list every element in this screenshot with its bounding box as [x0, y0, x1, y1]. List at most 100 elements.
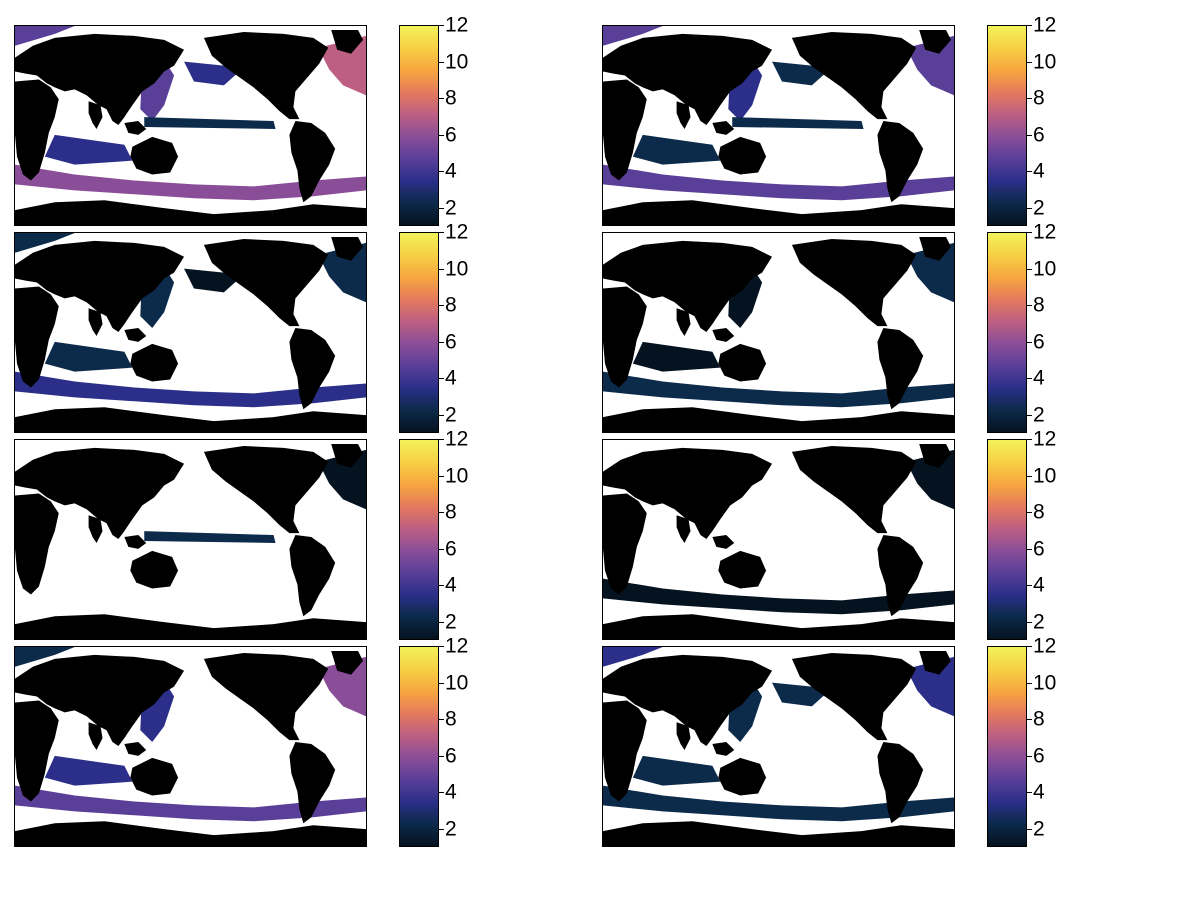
ocean-field-northatl: [906, 242, 954, 303]
colorbar-tick-mark: [1027, 548, 1032, 550]
colorbar-tick-mark: [1027, 585, 1032, 587]
colorbar-tick-label: 8: [1033, 500, 1045, 524]
colorbar-tick-label: 6: [1033, 537, 1045, 561]
colorbar-5: [399, 439, 439, 640]
colorbar-tick-mark: [439, 548, 444, 550]
land-mass: [603, 821, 954, 846]
colorbar-tick-mark: [1027, 171, 1032, 173]
ocean-field-northatl: [318, 35, 366, 96]
map-svg-8: [603, 647, 954, 846]
colorbar-tick-mark: [1027, 512, 1032, 514]
land-mass: [877, 742, 924, 824]
land-mass: [718, 550, 767, 589]
colorbar-tick-label: 10: [1033, 671, 1057, 695]
colorbar-1: [399, 25, 439, 226]
land-mass: [712, 742, 735, 756]
land-mass: [791, 445, 917, 534]
land-mass: [130, 757, 179, 796]
land-mass: [603, 240, 773, 333]
colorbar-tick-mark: [439, 646, 444, 647]
land-mass: [15, 654, 185, 747]
land-mass: [791, 652, 917, 741]
colorbar-tick-label: 2: [1033, 196, 1045, 220]
colorbar-tick-mark: [1027, 439, 1032, 440]
colorbar-tick-label: 12: [1033, 220, 1057, 244]
colorbar-tick-mark: [1027, 646, 1032, 647]
ocean-field-southern: [603, 164, 954, 201]
colorbar-tick-mark: [1027, 232, 1032, 233]
land-mass: [331, 29, 364, 54]
colorbar-tick-label: 2: [445, 196, 457, 220]
colorbar-2: [987, 25, 1027, 226]
land-mass: [203, 652, 329, 741]
land-mass: [124, 328, 147, 342]
land-mass: [130, 343, 179, 382]
colorbar-tick-label: 6: [445, 330, 457, 354]
colorbar-tick-mark: [1027, 25, 1032, 26]
colorbar-tick-mark: [1027, 61, 1032, 63]
colorbar-tick-mark: [1027, 414, 1032, 416]
colorbar-tick-label: 10: [445, 464, 469, 488]
land-mass: [15, 200, 366, 225]
land-mass: [712, 328, 735, 342]
colorbar-tick-mark: [1027, 621, 1032, 623]
colorbar-tick-mark: [439, 719, 444, 721]
colorbar-tick-label: 12: [445, 220, 469, 244]
colorbar-8: [987, 646, 1027, 847]
land-mass: [289, 535, 336, 617]
colorbar-tick-label: 8: [1033, 86, 1045, 110]
land-mass: [676, 722, 691, 750]
colorbar-3: [399, 232, 439, 433]
colorbar-tick-label: 8: [445, 86, 457, 110]
land-mass: [331, 443, 364, 468]
colorbar-tick-mark: [1027, 305, 1032, 307]
colorbar-tick-label: 4: [1033, 780, 1045, 804]
land-mass: [15, 79, 59, 181]
land-mass: [15, 33, 185, 126]
colorbar-tick-mark: [1027, 792, 1032, 794]
land-mass: [603, 79, 647, 181]
colorbar-tick-label: 12: [1033, 13, 1057, 37]
colorbar-tick-label: 8: [445, 707, 457, 731]
map-panel-4: [602, 232, 955, 433]
map-panel-6: [602, 439, 955, 640]
colorbar-tick-label: 10: [1033, 464, 1057, 488]
map-svg-6: [603, 443, 954, 639]
colorbar-tick-mark: [439, 305, 444, 307]
colorbar-tick-label: 2: [445, 817, 457, 841]
land-mass: [130, 550, 179, 589]
colorbar-tick-label: 6: [1033, 330, 1045, 354]
ocean-field-southern: [603, 785, 954, 822]
map-panel-1: [14, 25, 367, 226]
colorbar-tick-mark: [1027, 134, 1032, 136]
land-mass: [15, 240, 185, 333]
ocean-field-northatl: [318, 656, 366, 717]
land-mass: [718, 757, 767, 796]
colorbar-tick-label: 4: [1033, 573, 1045, 597]
land-mass: [203, 238, 329, 327]
colorbar-tick-label: 8: [445, 500, 457, 524]
land-mass: [603, 654, 773, 747]
land-mass: [919, 443, 952, 468]
colorbar-tick-mark: [1027, 755, 1032, 757]
land-mass: [331, 650, 364, 675]
colorbar-tick-label: 4: [445, 780, 457, 804]
land-mass: [676, 101, 691, 129]
colorbar-tick-mark: [439, 134, 444, 136]
ocean-field-indian: [632, 755, 721, 786]
colorbar-tick-label: 6: [1033, 744, 1045, 768]
land-mass: [289, 328, 336, 410]
land-mass: [676, 515, 691, 543]
colorbar-tick-mark: [439, 341, 444, 343]
land-mass: [791, 238, 917, 327]
colorbar-tick-mark: [1027, 268, 1032, 270]
land-mass: [88, 515, 103, 543]
land-mass: [603, 447, 773, 540]
land-mass: [15, 493, 59, 595]
map-svg-7: [15, 647, 366, 846]
land-mass: [603, 614, 954, 639]
colorbar-tick-mark: [1027, 378, 1032, 380]
colorbar-7: [399, 646, 439, 847]
land-mass: [15, 407, 366, 432]
